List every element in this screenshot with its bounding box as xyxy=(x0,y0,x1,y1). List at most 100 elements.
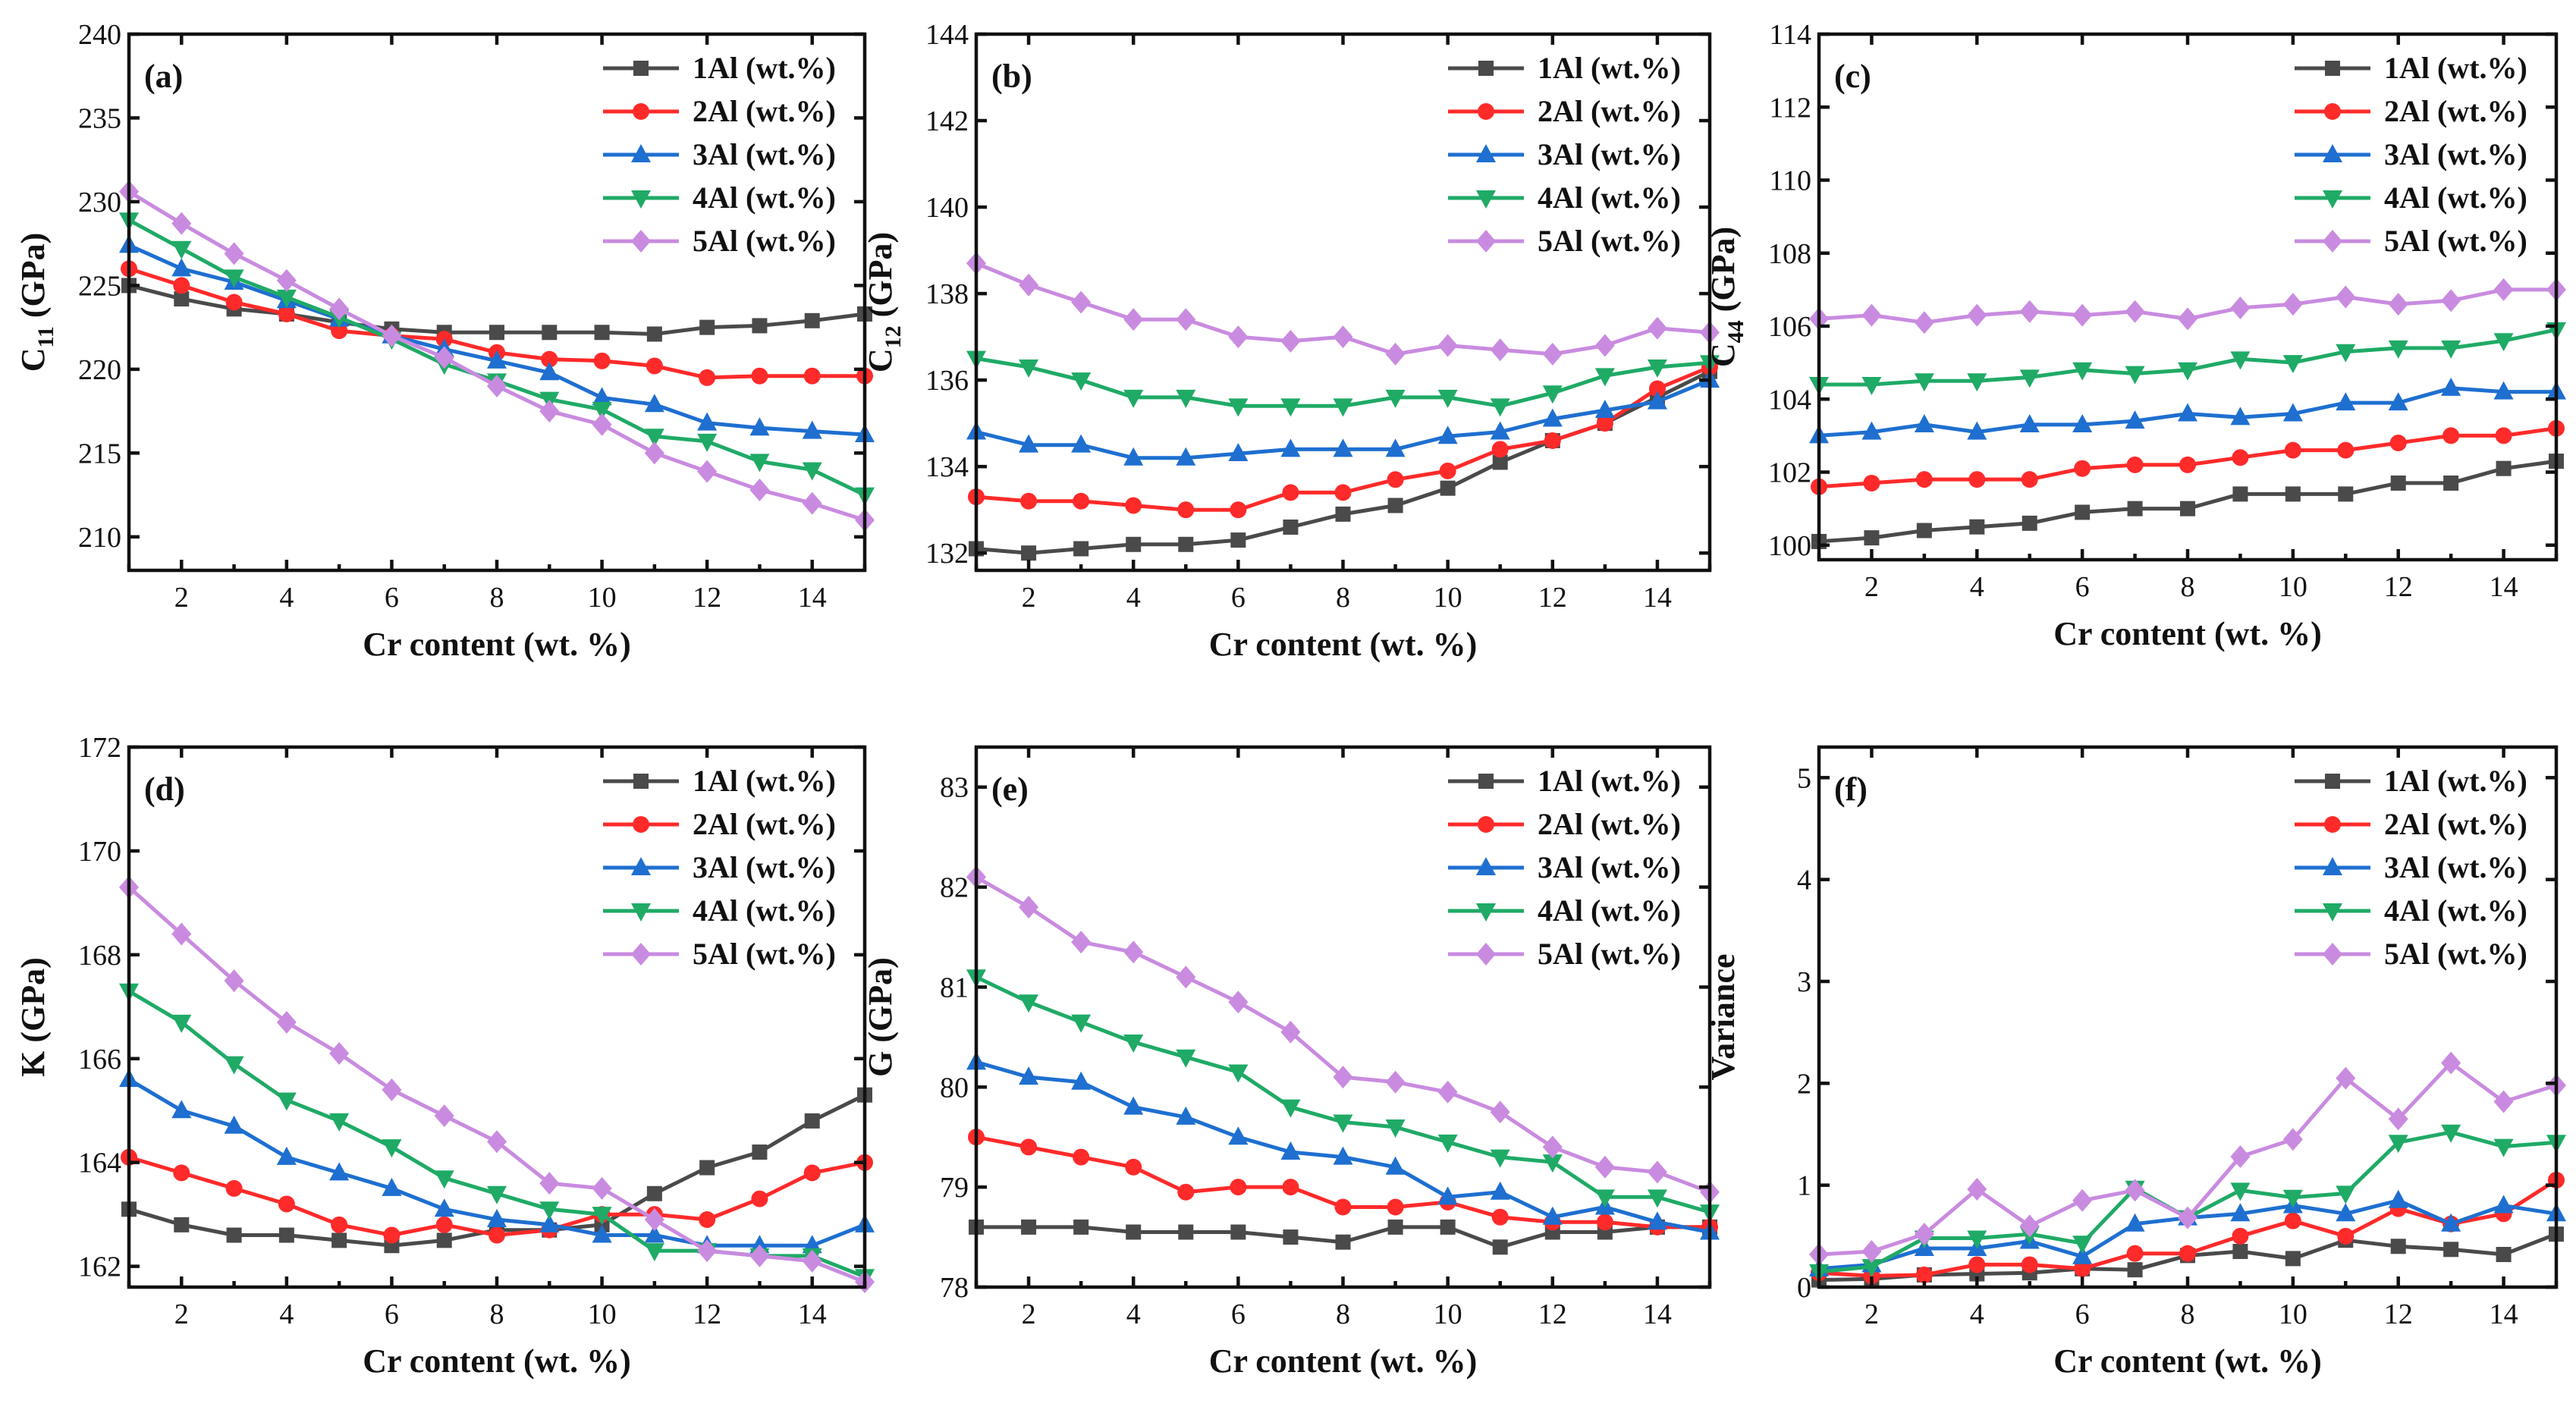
series-5al-wt-point xyxy=(1333,1066,1353,1089)
series-4al-wt-point xyxy=(329,1113,350,1132)
series-1al-wt-point xyxy=(1440,1219,1456,1235)
legend-swatch-marker xyxy=(1476,230,1496,253)
x-tick-label: 2 xyxy=(174,582,189,614)
series-5al-wt-point xyxy=(1914,1223,1934,1246)
legend-entry: 1Al (wt.%) xyxy=(603,51,836,85)
panel-label: (f) xyxy=(1834,771,1868,808)
legend-swatch-marker xyxy=(2324,103,2341,120)
x-tick-label: 10 xyxy=(1434,582,1462,614)
series-2al-wt-point xyxy=(1125,497,1142,514)
series-1al-wt-point xyxy=(542,325,558,341)
series-3al-wt-point xyxy=(2441,1213,2461,1232)
series-3al-wt-point xyxy=(539,1214,560,1232)
series-4al-wt-point xyxy=(697,433,718,452)
series-5al-wt-point xyxy=(749,1244,770,1267)
series-5al-wt-point xyxy=(1437,1080,1458,1104)
series-2al-wt-point xyxy=(1125,1158,1142,1176)
series-1al-wt-point xyxy=(594,325,610,341)
y-tick-label: 4 xyxy=(1797,865,1811,896)
series-3al-wt-point xyxy=(329,1162,350,1181)
chart-panel-c: 2 4 6 8 10 12 14 100 102 104 106 108 110 112 114 Cr con… xyxy=(1704,19,2566,652)
series-3al-wt-point xyxy=(2388,392,2408,411)
legend-entry: 5Al (wt.%) xyxy=(1448,224,1681,258)
legend-swatch-marker xyxy=(633,103,649,120)
legend-entry: 2Al (wt.%) xyxy=(603,807,836,841)
series-2al-wt-point xyxy=(1073,1148,1090,1166)
legend-entry: 5Al (wt.%) xyxy=(603,224,836,258)
series-2al-wt-point xyxy=(2232,449,2249,466)
series-1al-wt-point xyxy=(804,1113,820,1129)
legend-entry: 5Al (wt.%) xyxy=(2295,937,2527,971)
series-2al-wt-point xyxy=(1915,1266,1933,1283)
series-3al-wt-point xyxy=(1490,421,1510,440)
series-5al-wt-point xyxy=(1861,1239,1882,1263)
x-tick-label: 6 xyxy=(385,1298,399,1330)
legend-swatch-marker xyxy=(2325,61,2340,76)
series-3al-wt-point xyxy=(644,394,664,413)
series-2al-wt-point xyxy=(488,1226,505,1244)
y-axis-label-main: G (GPa) xyxy=(862,957,899,1077)
x-tick-label: 14 xyxy=(1643,1298,1672,1330)
series-3al-wt-point xyxy=(171,258,192,277)
series-2al-wt-point xyxy=(383,1226,401,1244)
series-2al-wt-point xyxy=(646,357,663,375)
series-4al-wt-point xyxy=(1280,1099,1301,1118)
y-tick-label: 110 xyxy=(1769,165,1811,197)
legend-swatch-marker xyxy=(633,61,649,76)
series-5al-wt-point xyxy=(2282,293,2303,316)
series-3al-wt-point xyxy=(1228,1126,1249,1145)
legend-label: 4Al (wt.%) xyxy=(693,181,836,215)
legend-entry: 5Al (wt.%) xyxy=(1448,937,1681,971)
chart-panel-d: 2 4 6 8 10 12 14 162 164 166 168 170 172 Cr content (… xyxy=(14,732,875,1380)
series-3al-wt-point xyxy=(1333,438,1353,457)
y-axis-label-subscript: 11 xyxy=(33,326,58,347)
y-axis-label: C11 (GPa) xyxy=(14,233,58,372)
series-4al-wt-point xyxy=(1647,360,1667,378)
legend-entry: 2Al (wt.%) xyxy=(1448,807,1681,841)
series-3al-wt-point xyxy=(2336,392,2356,411)
series-5al-wt-point xyxy=(749,478,770,501)
series-1al-wt-point xyxy=(1073,1219,1089,1235)
y-axis-label-subscript: 44 xyxy=(1723,320,1748,343)
series-1al-wt-point xyxy=(1492,1239,1508,1255)
series-1al-wt-point xyxy=(1916,523,1932,539)
series-5al-wt-point xyxy=(276,268,297,292)
x-tick-label: 14 xyxy=(2490,571,2518,603)
series-1al-wt-point xyxy=(1178,536,1194,552)
series-5al-wt-point xyxy=(1333,325,1353,349)
x-tick-label: 2 xyxy=(1022,1298,1036,1330)
series-2al-wt-point xyxy=(2179,456,2196,473)
series-5al-wt-point xyxy=(382,324,402,347)
series-2al-wt-point xyxy=(2284,1212,2301,1229)
series-5al-wt-point xyxy=(644,1208,664,1231)
y-axis-label-unit: (GPa) xyxy=(14,233,52,326)
legend-label: 3Al (wt.%) xyxy=(2384,850,2527,884)
series-1al-wt-point xyxy=(2285,486,2301,502)
legend-swatch-marker xyxy=(2323,857,2342,875)
legend-swatch-marker xyxy=(2325,774,2340,789)
series-1al-wt-point xyxy=(2496,460,2512,476)
x-tick-label: 12 xyxy=(2384,1298,2413,1330)
series-5al-wt-point xyxy=(1967,1178,1987,1201)
legend-swatch-marker xyxy=(1478,61,1494,76)
series-4al-wt-point xyxy=(2125,366,2145,385)
series-1al-wt-point xyxy=(1969,519,1985,535)
series-2al-wt-point xyxy=(1020,1138,1038,1156)
x-tick-label: 6 xyxy=(2075,571,2090,603)
series-group xyxy=(966,252,1720,561)
series-3al-wt-point xyxy=(2230,407,2251,425)
series-1al-wt-point xyxy=(2127,1262,2143,1278)
y-axis-label: C44 (GPa) xyxy=(1704,227,1748,367)
series-3al-wt-point xyxy=(1594,400,1615,419)
series-4al-wt-point xyxy=(1490,1149,1510,1168)
series-2al-wt-point xyxy=(173,1164,190,1182)
y-tick-label: 215 xyxy=(78,438,121,469)
series-5al-wt-point xyxy=(1385,342,1406,366)
series-4al-wt-point xyxy=(1333,398,1353,417)
series-3al-wt-point xyxy=(2178,403,2197,422)
series-4al-wt-point xyxy=(2388,340,2408,359)
series-1al-wt-point xyxy=(2022,515,2037,531)
series-4al-wt-point xyxy=(2178,362,2197,381)
series-1al-wt-point xyxy=(174,291,190,307)
